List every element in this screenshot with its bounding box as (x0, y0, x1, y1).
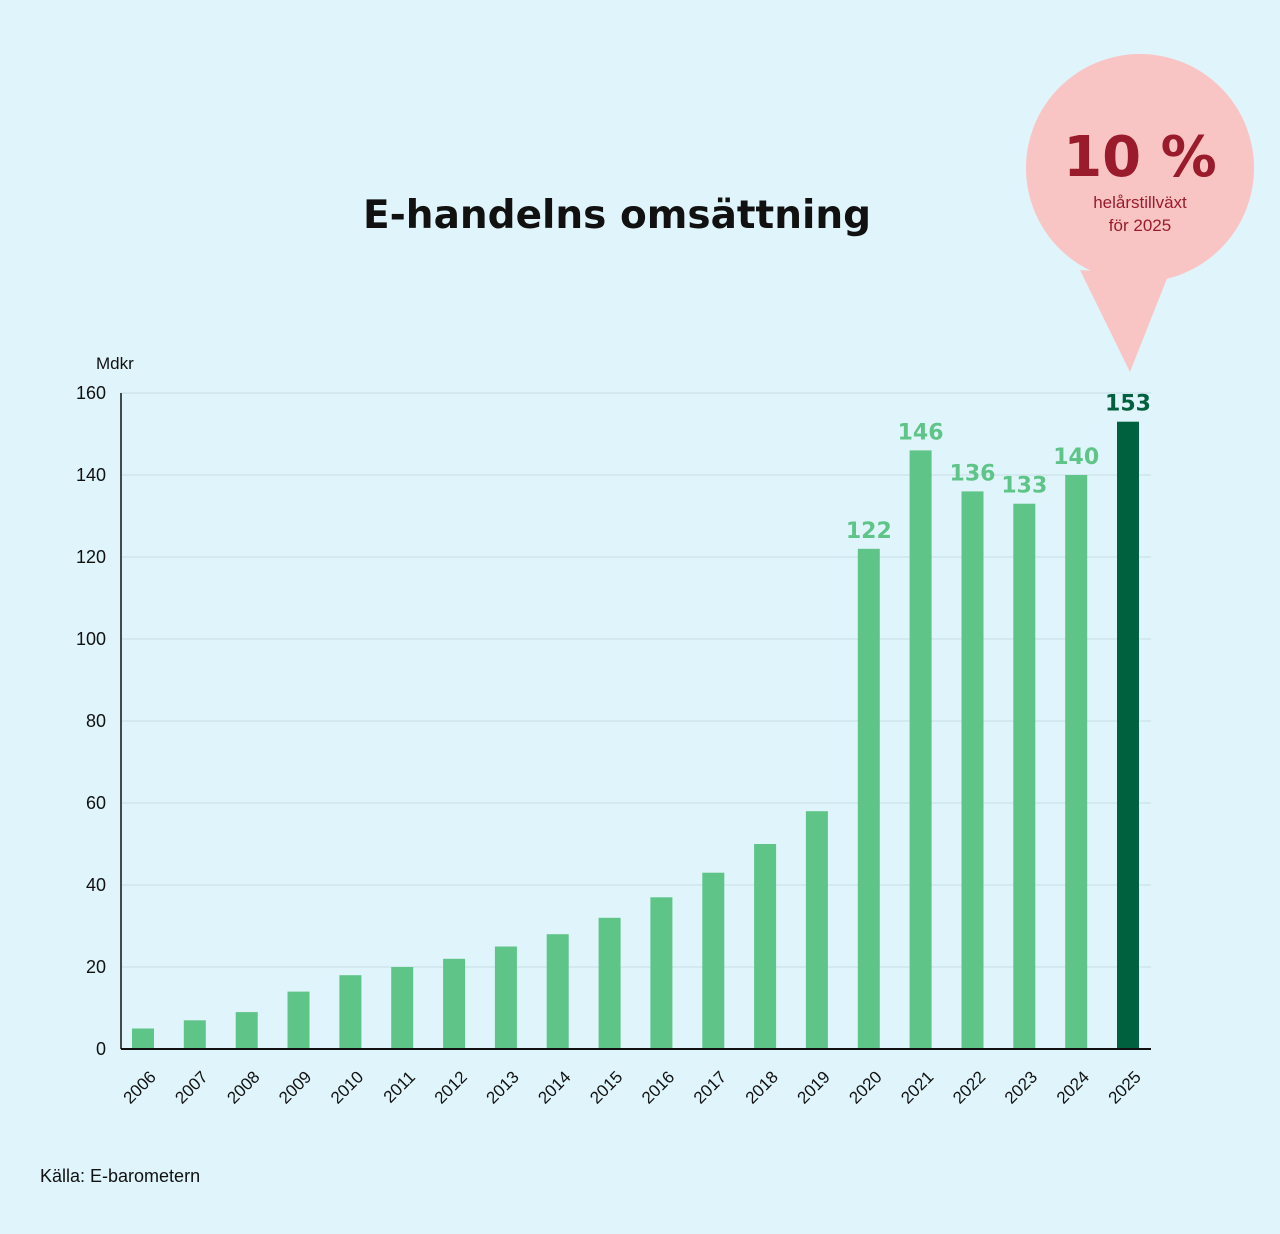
x-tick-label: 2015 (586, 1067, 626, 1107)
y-tick-label: 40 (86, 875, 106, 895)
x-tick-label: 2008 (223, 1067, 263, 1107)
bar-2011 (391, 967, 414, 1049)
x-tick-label: 2025 (1105, 1067, 1145, 1107)
bar-2019 (805, 811, 828, 1049)
bar-2018 (754, 844, 777, 1049)
y-tick-label: 20 (86, 957, 106, 977)
bar-2008 (235, 1012, 258, 1049)
callout-bubble-shape (1080, 270, 1168, 372)
bar-2015 (598, 917, 621, 1049)
bar-2020 (857, 548, 880, 1049)
callout-growth-value: 10 % (1063, 125, 1217, 190)
bar-2013 (494, 946, 517, 1049)
data-label-2020: 122 (846, 519, 892, 544)
y-axis-unit-label: Mdkr (96, 354, 134, 373)
callout-text-line2: för 2025 (1109, 216, 1171, 235)
x-tick-label: 2021 (897, 1067, 937, 1107)
source-note: Källa: E-barometern (40, 1166, 200, 1186)
x-tick-label: 2023 (1001, 1067, 1041, 1107)
x-tick-label: 2020 (845, 1067, 885, 1107)
x-tick-label: 2016 (638, 1067, 678, 1107)
bars (132, 421, 1139, 1049)
y-tick-label: 160 (76, 383, 106, 403)
x-tick-label: 2018 (742, 1067, 782, 1107)
data-label-2023: 133 (1001, 474, 1047, 499)
callout-text-line1: helårstillväxt (1093, 193, 1187, 212)
x-axis-ticks: 2006 2007 2008 2009 2010 2011 2012 2013 2014 2015… (120, 1067, 1145, 1107)
bar-2009 (287, 991, 310, 1049)
data-label-2024: 140 (1053, 445, 1099, 470)
x-tick-label: 2017 (690, 1067, 730, 1107)
y-tick-label: 0 (96, 1039, 106, 1059)
y-axis-ticks: 0 20 40 60 80 100 120 140 160 (76, 383, 106, 1059)
chart-title: E-handelns omsättning (363, 193, 871, 238)
growth-callout: 10 % helårstillväxt för 2025 (1026, 54, 1254, 372)
y-tick-label: 140 (76, 465, 106, 485)
y-tick-label: 120 (76, 547, 106, 567)
x-tick-label: 2011 (380, 1067, 419, 1106)
gridlines (121, 392, 1151, 968)
x-tick-label: 2022 (949, 1067, 989, 1107)
x-tick-label: 2007 (171, 1067, 211, 1107)
data-label-2022: 136 (950, 461, 996, 486)
x-tick-label: 2024 (1053, 1067, 1093, 1107)
bar-2010 (339, 975, 362, 1049)
bar-2021 (909, 450, 932, 1049)
bar-2014 (546, 934, 569, 1049)
y-tick-label: 80 (86, 711, 106, 731)
bar-2017 (702, 872, 725, 1049)
bar-2025 (1117, 421, 1139, 1049)
bar-2006 (132, 1028, 154, 1049)
x-tick-label: 2014 (534, 1067, 574, 1107)
bar-2007 (183, 1020, 206, 1049)
x-tick-label: 2019 (794, 1067, 834, 1107)
x-tick-label: 2006 (120, 1067, 160, 1107)
data-label-2021: 146 (898, 420, 944, 445)
bar-2022 (961, 491, 984, 1049)
bar-2016 (650, 897, 673, 1049)
x-tick-label: 2012 (431, 1067, 471, 1107)
bar-2012 (443, 958, 466, 1049)
y-tick-label: 100 (76, 629, 106, 649)
data-label-2025: 153 (1105, 392, 1151, 417)
callout-bubble (1026, 54, 1254, 282)
x-tick-label: 2013 (483, 1067, 523, 1107)
bar-2023 (1013, 503, 1036, 1049)
x-tick-label: 2010 (327, 1067, 367, 1107)
x-tick-label: 2009 (275, 1067, 315, 1107)
y-tick-label: 60 (86, 793, 106, 813)
bar-2024 (1065, 475, 1088, 1049)
